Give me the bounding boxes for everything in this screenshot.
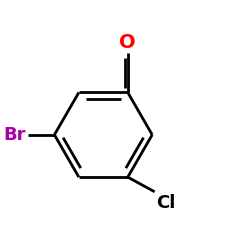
- Text: O: O: [120, 33, 136, 52]
- Text: Cl: Cl: [156, 194, 175, 212]
- Text: Br: Br: [4, 126, 26, 144]
